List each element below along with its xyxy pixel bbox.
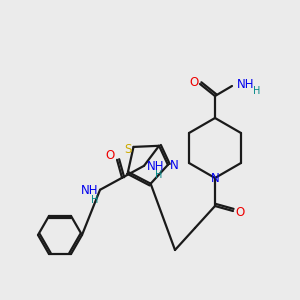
Text: O: O (189, 76, 199, 89)
Text: H: H (91, 195, 98, 205)
Text: S: S (124, 143, 131, 156)
Text: H: H (155, 170, 163, 180)
Text: H: H (253, 86, 260, 96)
Text: O: O (236, 206, 244, 218)
Text: NH: NH (80, 184, 98, 197)
Text: NH: NH (147, 160, 164, 173)
Text: NH: NH (237, 79, 254, 92)
Text: N: N (211, 172, 219, 184)
Text: N: N (169, 159, 178, 172)
Text: O: O (105, 149, 115, 162)
